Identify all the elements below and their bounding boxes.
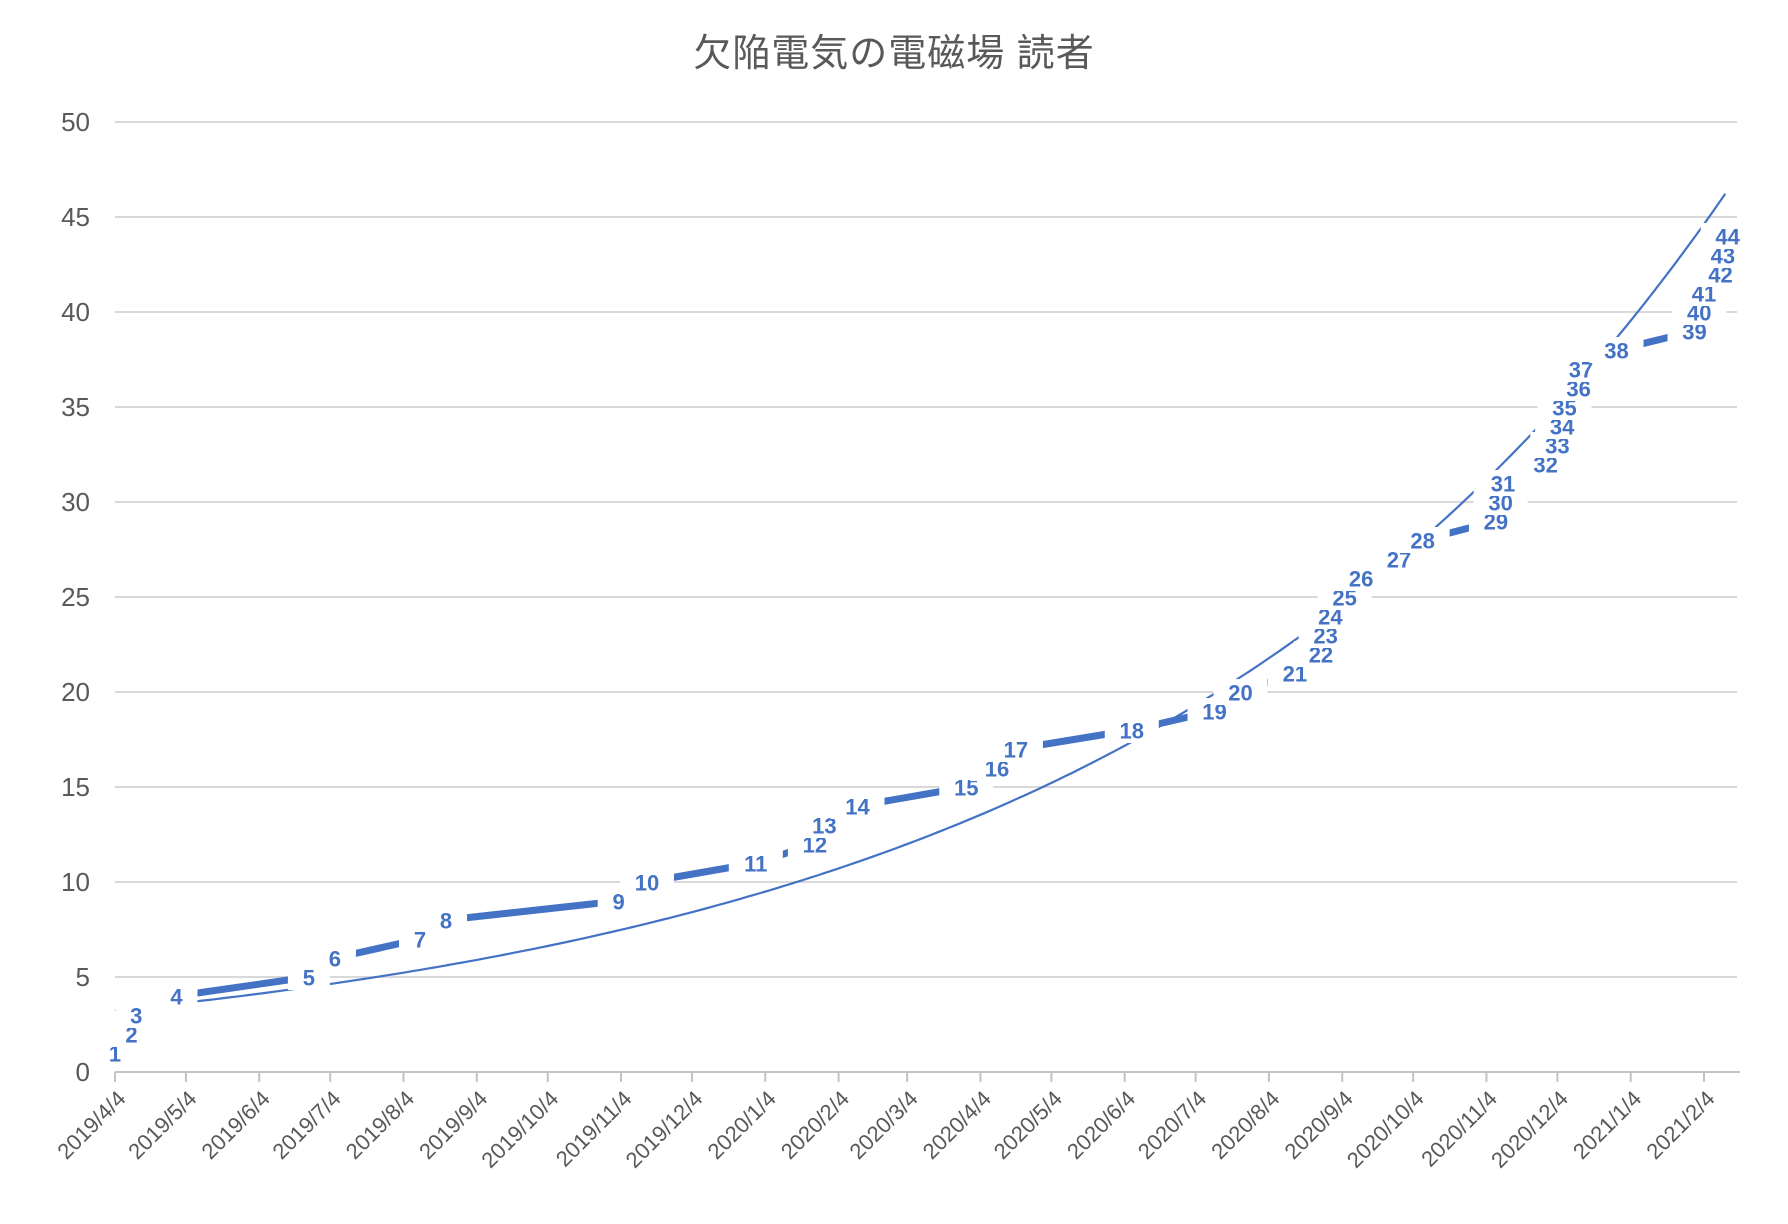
- x-axis-tick-label: 2019/6/4: [197, 1086, 275, 1164]
- data-point-label: 18: [1120, 719, 1144, 744]
- data-point-label-box: [988, 736, 1043, 762]
- x-axis-tick-label: 2020/2/4: [776, 1086, 854, 1164]
- x-axis-tick-label: 2020/6/4: [1062, 1086, 1140, 1164]
- x-axis-tick-label: 2020/7/4: [1133, 1086, 1211, 1164]
- data-point-label-box: [115, 1002, 158, 1028]
- data-point-label: 37: [1569, 358, 1593, 383]
- data-point-label-box: [425, 907, 468, 933]
- x-axis-tick-label: 2020/1/4: [703, 1086, 781, 1164]
- x-axis-tick-label: 2019/4/4: [52, 1086, 130, 1164]
- data-point-label: 9: [613, 890, 625, 915]
- data-point-label: 26: [1349, 567, 1373, 592]
- x-axis-tick-label: 2019/10/4: [476, 1086, 563, 1173]
- data-point-label: 10: [635, 871, 659, 896]
- y-axis-tick-label: 15: [61, 772, 90, 802]
- data-point-label-box: [1700, 223, 1755, 249]
- data-point-label: 1: [109, 1042, 121, 1067]
- x-axis-tick-label: 2019/7/4: [267, 1086, 345, 1164]
- y-axis-tick-label: 20: [61, 677, 90, 707]
- y-axis-tick-label: 0: [76, 1057, 90, 1087]
- data-point-label: 4: [170, 985, 183, 1010]
- data-point-label-box: [728, 850, 783, 876]
- y-axis-tick-label: 25: [61, 582, 90, 612]
- y-axis-tick-label: 50: [61, 107, 90, 137]
- data-point-label-box: [830, 793, 885, 819]
- data-point-label-box: [313, 945, 356, 971]
- data-point-label: 20: [1228, 681, 1252, 706]
- x-axis-tick-label: 2020/3/4: [844, 1086, 922, 1164]
- x-axis-tick-label: 2021/2/4: [1641, 1086, 1719, 1164]
- data-point-label-box: [620, 869, 675, 895]
- x-axis-tick-label: 2020/12/4: [1486, 1086, 1573, 1173]
- data-point-label-box: [155, 983, 198, 1009]
- y-axis-tick-label: 5: [76, 962, 90, 992]
- x-axis-tick-label: 2019/12/4: [621, 1086, 708, 1173]
- y-axis-tick-label: 40: [61, 297, 90, 327]
- x-axis-tick-label: 2019/5/4: [123, 1086, 201, 1164]
- y-axis-tick-label: 30: [61, 487, 90, 517]
- data-point-label: 38: [1604, 339, 1628, 364]
- data-point-label: 8: [440, 909, 452, 934]
- data-point-label: 44: [1715, 225, 1740, 250]
- data-point-label: 3: [130, 1004, 142, 1029]
- data-point-label: 14: [845, 795, 870, 820]
- data-point-label: 17: [1004, 738, 1028, 763]
- data-point-label-box: [1395, 527, 1450, 553]
- data-point-label: 31: [1491, 472, 1515, 497]
- data-point-label: 7: [414, 928, 426, 953]
- data-point-label-box: [1589, 337, 1644, 363]
- x-axis-tick-label: 2020/5/4: [989, 1086, 1067, 1164]
- trendline: [114, 193, 1727, 1012]
- data-point-label-box: [1104, 717, 1159, 743]
- x-axis-tick-label: 2020/4/4: [918, 1086, 996, 1164]
- y-axis-tick-label: 10: [61, 867, 90, 897]
- series-line: [111, 232, 1732, 1057]
- y-axis-tick-label: 45: [61, 202, 90, 232]
- data-point-label: 2: [125, 1023, 137, 1048]
- data-point-label: 6: [329, 947, 341, 972]
- x-axis-tick-label: 2021/1/4: [1568, 1086, 1646, 1164]
- data-point-label: 11: [744, 852, 767, 877]
- data-point-label: 28: [1410, 529, 1434, 554]
- data-point-label: 5: [303, 966, 315, 991]
- data-point-label-box: [1213, 679, 1268, 705]
- x-axis-tick-label: 2019/8/4: [341, 1086, 419, 1164]
- x-axis-tick-label: 2020/10/4: [1342, 1086, 1429, 1173]
- x-axis-tick-label: 2020/8/4: [1206, 1086, 1284, 1164]
- chart-title: 欠陥電気の電磁場 読者: [693, 33, 1095, 75]
- y-axis-tick-label: 35: [61, 392, 90, 422]
